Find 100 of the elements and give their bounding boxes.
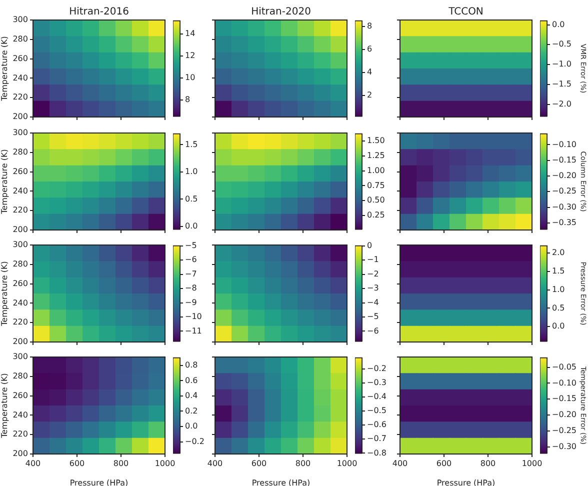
color-bar-label: 0.4 <box>185 391 198 400</box>
y-tick-label: 240 <box>12 186 28 196</box>
color-bar-label: 1.25 <box>367 150 385 160</box>
color-bar-label: −6 <box>185 255 197 264</box>
color-bar-label: −0.5 <box>367 406 386 416</box>
color-bar-label: 2.0 <box>552 248 565 258</box>
color-bar-label: 0.2 <box>185 406 198 416</box>
color-bar-label: −0.3 <box>367 378 386 388</box>
color-bar-label: 1.50 <box>367 136 385 146</box>
x-tick-label: 1000 <box>522 458 542 468</box>
chart-title: Hitran-2020 <box>251 6 311 18</box>
color-bar-label: −5 <box>367 312 379 322</box>
y-axis-title: Temperature (K) <box>0 261 9 327</box>
x-tick-label: 600 <box>436 458 452 468</box>
color-bar-label: 0.75 <box>367 180 385 190</box>
color-bar-label: 2 <box>367 90 372 100</box>
color-bar-label: −8 <box>185 284 197 293</box>
y-tick-label: 240 <box>12 410 28 420</box>
y-tick-label: 280 <box>12 371 28 380</box>
color-bar-label: −0.25 <box>552 426 577 436</box>
y-tick-label: 220 <box>12 206 28 215</box>
color-bar-label: −0.15 <box>552 155 577 164</box>
color-bar-label: 0.8 <box>185 360 198 370</box>
color-bar-label: −0.30 <box>552 442 577 451</box>
color-bar-label: 8 <box>367 22 372 31</box>
color-bar-label: 0.50 <box>367 196 385 205</box>
color-bar-label: −10 <box>185 312 202 322</box>
y-tick-label: 260 <box>12 54 28 63</box>
color-bar-label: 4 <box>367 68 372 77</box>
y-tick-label: 300 <box>12 128 28 138</box>
color-bar-label: 0.5 <box>185 194 198 204</box>
y-tick-label: 240 <box>12 298 28 308</box>
x-tick-label: 400 <box>392 458 408 468</box>
color-bar-label: 14 <box>185 29 196 38</box>
color-bar-label: 0.0 <box>185 222 198 231</box>
x-tick-label: 400 <box>25 458 41 468</box>
color-bar-label: −0.30 <box>552 202 577 212</box>
color-bar-label: 0.0 <box>552 322 565 331</box>
color-bar-label: 0.0 <box>185 422 198 431</box>
x-tick-label: 1000 <box>154 458 176 468</box>
y-tick-label: 220 <box>12 318 28 327</box>
y-tick-label: 260 <box>12 390 28 400</box>
color-bar-label: 0.6 <box>185 376 198 385</box>
color-bar-label: 1.0 <box>552 284 565 294</box>
y-tick-label: 260 <box>12 278 28 288</box>
y-tick-label: 220 <box>12 430 28 439</box>
color-bar-label: 0.25 <box>367 210 385 220</box>
color-bar-label: 6 <box>367 44 372 54</box>
y-tick-label: 200 <box>12 337 28 346</box>
y-tick-label: 280 <box>12 259 28 268</box>
x-axis-title: Pressure (HPa) <box>252 478 310 486</box>
x-tick-label: 800 <box>295 458 311 468</box>
y-tick-label: 280 <box>12 147 28 156</box>
color-bar-label: −1.0 <box>552 60 572 69</box>
color-bar-label: −0.2 <box>367 364 386 374</box>
color-bar-label: 1.5 <box>185 140 198 149</box>
y-tick-label: 220 <box>12 92 28 102</box>
chart-title: Hitran-2016 <box>69 6 129 18</box>
color-bar-label: −0.2 <box>185 436 204 446</box>
color-bar-label: 1.5 <box>552 266 565 276</box>
color-bar-label: −11 <box>185 326 202 336</box>
y-tick-label: 200 <box>12 449 28 458</box>
color-bar-label: −0.15 <box>552 394 577 404</box>
y-tick-label: 300 <box>12 352 28 362</box>
y-axis-title: Temperature (K) <box>0 149 9 215</box>
color-bar-label: 1.00 <box>367 166 385 175</box>
y-tick-label: 200 <box>12 225 28 234</box>
x-tick-label: 600 <box>69 458 85 468</box>
color-bar-label: −1 <box>367 255 379 264</box>
color-bar-label: −0.05 <box>552 362 577 372</box>
color-bar-label: −3 <box>367 284 379 293</box>
y-axis-title: Temperature (K) <box>0 373 9 439</box>
color-bar-label: 10 <box>185 72 196 82</box>
x-tick-label: 800 <box>480 458 496 468</box>
color-bar-label: 12 <box>185 50 196 60</box>
color-bar-label: −0.10 <box>552 140 577 149</box>
color-bar-label: −2.0 <box>552 99 572 108</box>
chart-title: TCCON <box>448 6 484 18</box>
y-tick-label: 260 <box>12 166 28 176</box>
color-bar-label: −0.7 <box>367 434 386 444</box>
x-tick-label: 600 <box>251 458 267 468</box>
color-bar-label: −0.6 <box>367 420 386 430</box>
color-bar-label: −0.20 <box>552 410 577 420</box>
color-bar-label: −2 <box>367 269 379 278</box>
color-bar-label: −9 <box>185 298 197 307</box>
color-bar-label: −4 <box>367 298 379 307</box>
color-bar-label: −0.25 <box>552 186 577 196</box>
y-tick-label: 200 <box>12 112 28 122</box>
color-bar-label: 8 <box>185 94 190 104</box>
color-bar-label: 1.0 <box>185 167 198 176</box>
color-bar-label: 0 <box>367 240 372 250</box>
color-bar-label: −0.20 <box>552 171 577 180</box>
x-tick-label: 400 <box>207 458 223 468</box>
color-bar-label: −0.4 <box>367 392 386 402</box>
color-bar-label: −1.5 <box>552 79 572 88</box>
y-axis-title: Temperature (K) <box>0 36 9 102</box>
color-bar-label: −0.35 <box>552 218 577 228</box>
color-bar-label: −6 <box>367 326 379 336</box>
color-bar-label: 0.0 <box>552 20 565 29</box>
x-axis-title: Pressure (HPa) <box>436 478 496 486</box>
